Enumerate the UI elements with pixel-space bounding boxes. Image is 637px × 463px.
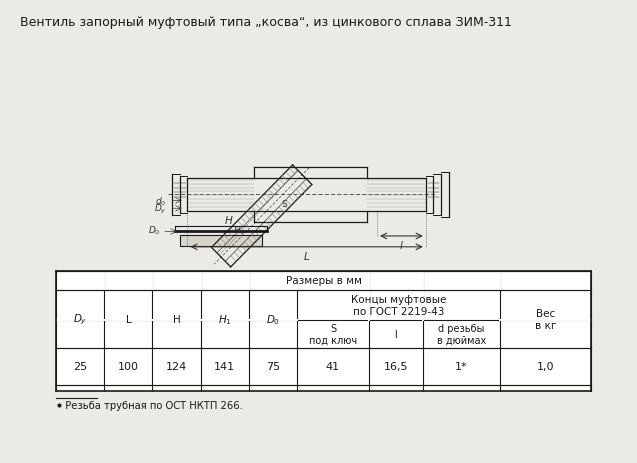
Text: $D_y$: $D_y$ [73,312,87,326]
Text: Вес
в кг: Вес в кг [535,308,556,330]
Text: $H_1$: $H_1$ [233,224,245,237]
Text: 75: 75 [266,362,280,371]
Text: l: l [394,329,397,339]
Text: Резьба трубная по ОСТ НКТП 266.: Резьба трубная по ОСТ НКТП 266. [59,400,243,410]
Text: Размеры в мм: Размеры в мм [285,276,362,286]
Text: H: H [225,215,233,225]
Text: $d_0$: $d_0$ [155,195,166,207]
Text: 124: 124 [166,362,187,371]
Text: Концы муфтовые
по ГОСТ 2219-43: Концы муфтовые по ГОСТ 2219-43 [351,294,446,316]
Text: $D_0$: $D_0$ [148,224,161,236]
Text: 141: 141 [214,362,235,371]
Text: 1,0: 1,0 [537,362,554,371]
Bar [56,271,591,391]
Text: L: L [125,314,131,324]
Text: S
под ключ: S под ключ [309,323,357,345]
Text: 100: 100 [118,362,139,371]
Text: d резьбы
в дюймах: d резьбы в дюймах [437,323,486,345]
Text: Вентиль запорный муфтовый типа „косва“, из цинкового сплава ЗИМ-311: Вентиль запорный муфтовый типа „косва“, … [20,16,512,29]
Text: L: L [304,251,310,261]
Text: $D_0$: $D_0$ [266,313,280,326]
Bar [180,236,262,247]
Text: 1*: 1* [455,362,468,371]
Text: 25: 25 [73,362,87,371]
Text: 41: 41 [326,362,340,371]
Text: $H_1$: $H_1$ [218,313,232,326]
Text: $D_y$: $D_y$ [154,202,167,215]
Text: S: S [281,199,287,208]
Text: H: H [173,314,180,324]
Text: l: l [400,240,403,250]
Text: 16,5: 16,5 [383,362,408,371]
